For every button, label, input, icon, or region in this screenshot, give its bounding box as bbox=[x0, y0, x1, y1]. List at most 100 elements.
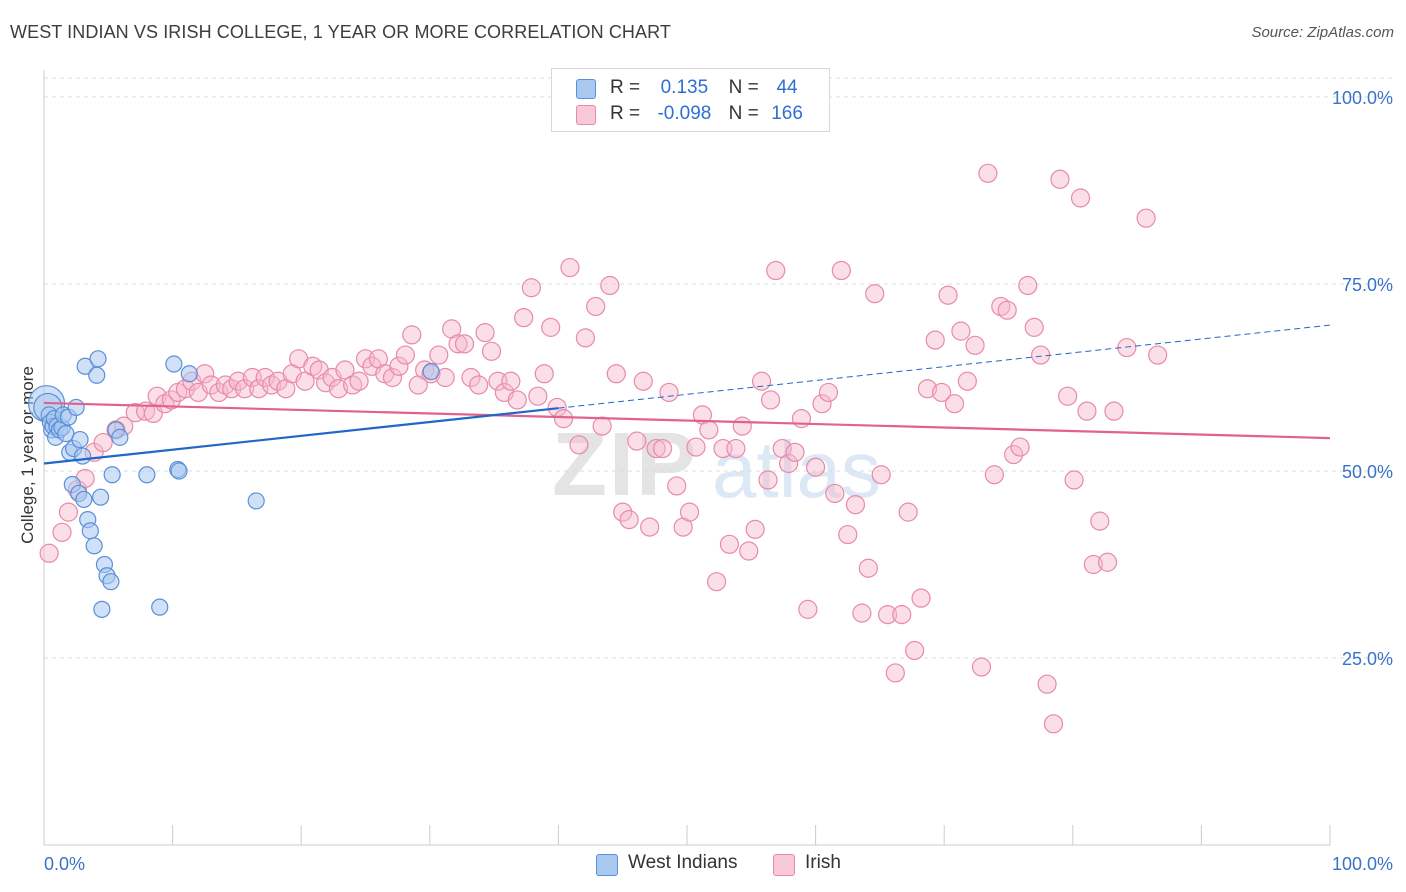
irish-point bbox=[778, 453, 799, 474]
irish-points bbox=[39, 163, 1168, 734]
irish-point bbox=[1148, 345, 1168, 365]
west-indians-point bbox=[93, 600, 111, 618]
irish-point bbox=[667, 476, 687, 496]
irish-point bbox=[1104, 401, 1124, 421]
irish-point bbox=[944, 394, 965, 414]
west-indians-point bbox=[75, 490, 93, 509]
irish-point bbox=[892, 605, 912, 625]
legend-r-label: R = bbox=[610, 77, 641, 98]
irish-point bbox=[1083, 554, 1103, 575]
legend-n-label: N = bbox=[728, 103, 759, 124]
irish-point bbox=[1024, 317, 1044, 337]
irish-point bbox=[1010, 437, 1030, 457]
legend-r-value: -0.098 bbox=[657, 103, 712, 124]
irish-point bbox=[335, 360, 355, 380]
legend-r-value: 0.135 bbox=[660, 77, 709, 98]
irish-point bbox=[825, 483, 845, 504]
irish-point bbox=[798, 599, 818, 619]
west-indians-point bbox=[71, 430, 89, 449]
west-indians-point bbox=[85, 537, 103, 555]
irish-point bbox=[255, 367, 275, 388]
irish-point bbox=[858, 558, 878, 578]
irish-swatch bbox=[773, 854, 795, 876]
irish-point bbox=[938, 285, 958, 305]
trend-lines bbox=[43, 324, 1331, 465]
irish-point bbox=[606, 364, 626, 384]
irish-point bbox=[228, 371, 248, 391]
irish-point bbox=[911, 588, 931, 608]
irish-point bbox=[1004, 444, 1024, 465]
west-indians-points bbox=[27, 350, 440, 618]
irish-point bbox=[1090, 511, 1110, 531]
west-indians-trend-line bbox=[43, 407, 559, 465]
irish-point bbox=[1050, 169, 1070, 189]
x-tick-label: 0.0% bbox=[44, 854, 85, 874]
irish-label: Irish bbox=[805, 852, 841, 873]
irish-point bbox=[613, 502, 633, 522]
irish-point bbox=[249, 379, 269, 399]
correlation-legend: R = 0.135 N = 44 R = -0.098 N = 166 bbox=[551, 68, 830, 132]
west-indians-swatch bbox=[596, 854, 618, 876]
west-indians-point bbox=[102, 573, 120, 591]
irish-point bbox=[791, 409, 812, 429]
west-indians-point bbox=[165, 355, 183, 373]
irish-point bbox=[534, 364, 554, 384]
irish-point bbox=[898, 502, 918, 522]
axes bbox=[43, 70, 1331, 846]
irish-point bbox=[917, 379, 938, 399]
irish-point bbox=[201, 375, 221, 395]
west-indians-point bbox=[111, 428, 129, 446]
irish-point bbox=[831, 260, 851, 281]
irish-point bbox=[978, 163, 998, 183]
irish-point bbox=[475, 323, 495, 343]
irish-trend-line bbox=[43, 401, 1331, 440]
west-indians-swatch bbox=[576, 79, 596, 99]
irish-point bbox=[600, 275, 620, 296]
west-indians-point bbox=[170, 462, 188, 480]
irish-point bbox=[706, 572, 727, 592]
chart-title: WEST INDIAN VS IRISH COLLEGE, 1 YEAR OR … bbox=[10, 22, 671, 42]
irish-swatch bbox=[576, 105, 596, 125]
watermark-atlas: atlas bbox=[712, 425, 881, 514]
irish-point bbox=[39, 543, 59, 563]
irish-point bbox=[382, 367, 403, 388]
irish-point bbox=[1097, 552, 1118, 572]
irish-point bbox=[592, 416, 612, 436]
irish-point bbox=[58, 502, 79, 522]
irish-point bbox=[528, 386, 548, 406]
irish-point bbox=[865, 284, 885, 304]
irish-point bbox=[965, 335, 985, 355]
irish-point bbox=[586, 296, 606, 317]
west-indians-label: West Indians bbox=[628, 852, 738, 873]
irish-point bbox=[521, 278, 541, 298]
irish-point bbox=[732, 416, 752, 436]
irish-point bbox=[905, 640, 925, 661]
irish-point bbox=[1031, 345, 1051, 365]
irish-point bbox=[1070, 188, 1091, 208]
irish-point bbox=[161, 390, 181, 410]
irish-point bbox=[719, 534, 740, 554]
irish-point bbox=[845, 495, 866, 515]
west-indians-point bbox=[422, 362, 440, 381]
irish-point bbox=[679, 502, 700, 522]
irish-point bbox=[878, 605, 898, 625]
irish-point bbox=[1058, 386, 1078, 406]
irish-point bbox=[93, 432, 113, 453]
irish-point bbox=[699, 420, 719, 440]
irish-point bbox=[932, 382, 952, 403]
irish-point bbox=[1064, 470, 1084, 490]
irish-point bbox=[659, 382, 679, 403]
irish-point bbox=[971, 657, 992, 677]
y-tick-label: 25.0% bbox=[1342, 649, 1393, 669]
west-indians-point bbox=[91, 488, 110, 506]
irish-point bbox=[235, 379, 255, 399]
west-indians-point bbox=[103, 466, 121, 484]
y-tick-label: 50.0% bbox=[1342, 462, 1393, 482]
irish-point bbox=[766, 260, 786, 281]
irish-point bbox=[758, 470, 778, 490]
irish-point bbox=[469, 375, 489, 395]
tick-labels: 25.0% 50.0% 75.0% 100.0% 0.0% 100.0% bbox=[44, 88, 1393, 874]
irish-point bbox=[997, 300, 1017, 320]
irish-point bbox=[501, 371, 521, 391]
